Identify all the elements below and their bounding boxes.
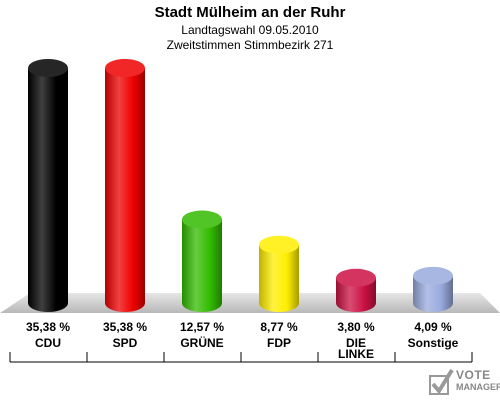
- category-label-fdp: FDP: [267, 336, 291, 350]
- logo-text-vote: VOTE: [456, 368, 491, 382]
- bar-cdu: [28, 68, 68, 312]
- value-label-cdu: 35,38 %: [26, 320, 70, 334]
- vote-manager-logo: VOTE MANAGER: [428, 368, 500, 398]
- bar-cap-fdp: [259, 235, 299, 254]
- bar-cap-cdu: [28, 59, 68, 77]
- bar-cap-grüne: [182, 210, 222, 229]
- bar-sonstige: [413, 275, 453, 312]
- checkmark-logo-icon: [429, 368, 454, 395]
- bar-cap-die-linke: [336, 268, 376, 287]
- chart-subtitle-district: Zweitstimmen Stimmbezirk 271: [166, 38, 334, 52]
- value-label-die-linke: 3,80 %: [337, 320, 375, 334]
- logo-text-manager: MANAGER: [456, 382, 500, 392]
- value-label-spd: 35,38 %: [103, 320, 147, 334]
- bar-die-linke: [336, 277, 376, 312]
- category-label-die-linke: DIE LINKE: [338, 336, 374, 361]
- value-label-sonstige: 4,09 %: [414, 320, 452, 334]
- bar-cap-sonstige: [413, 266, 453, 285]
- chart-title: Stadt Mülheim an der Ruhr: [154, 4, 346, 21]
- bar-grüne: [182, 219, 222, 312]
- bar-cap-spd: [105, 59, 145, 77]
- bar-spd: [105, 68, 145, 312]
- bar-fdp: [259, 244, 299, 312]
- value-label-grüne: 12,57 %: [180, 320, 224, 334]
- category-label-sonstige: Sonstige: [408, 336, 459, 350]
- chart-subtitle-election: Landtagswahl 09.05.2010: [181, 23, 319, 37]
- category-label-cdu: CDU: [35, 336, 61, 350]
- category-label-spd: SPD: [113, 336, 138, 350]
- value-label-fdp: 8,77 %: [260, 320, 298, 334]
- category-label-grüne: GRÜNE: [180, 335, 223, 350]
